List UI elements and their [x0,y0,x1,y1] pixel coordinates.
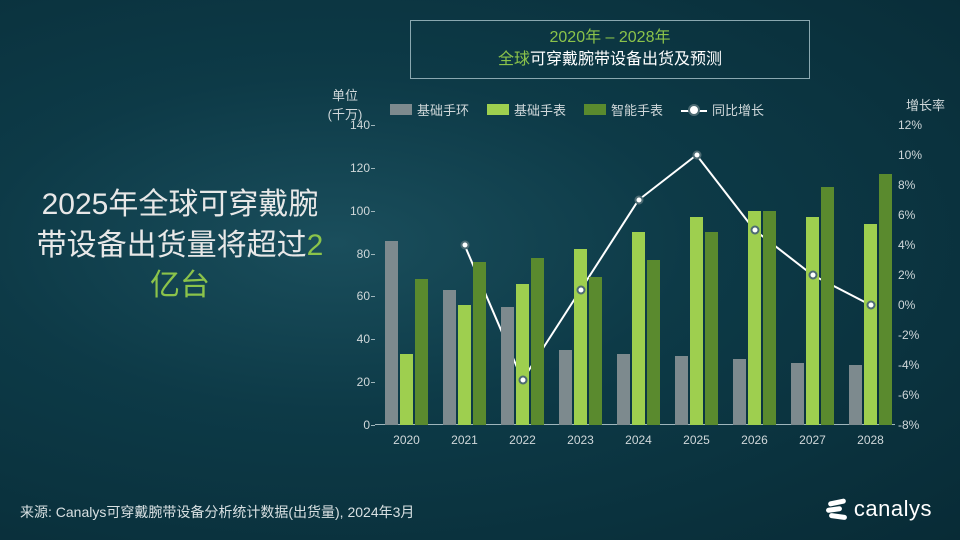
bar [806,217,819,425]
y-tick-left: 0 [340,418,370,432]
bar [864,224,877,425]
bar [647,260,660,425]
bar [501,307,514,425]
legend-item-series3: 智能手表 [584,100,663,119]
y-axis-right-label: 增长率 [906,95,945,114]
y-tick-left: 60 [340,289,370,303]
logo-mark-icon [826,498,848,520]
line-marker [866,301,875,310]
bar [574,249,587,425]
y-tick-right: -2% [898,328,930,342]
bar [516,284,529,425]
title-line2-accent: 全球 [498,51,530,68]
y-tick-right: 8% [898,178,930,192]
y-tick-right: -4% [898,358,930,372]
x-tick-label: 2025 [683,433,710,447]
legend: 基础手环 基础手表 智能手表 同比增长 [390,100,764,119]
line-marker [460,241,469,250]
legend-item-series2: 基础手表 [487,100,566,119]
bar [791,363,804,425]
bar [443,290,456,425]
logo-text: canalys [854,496,932,522]
bar [385,241,398,425]
chart: 单位 (千万) 增长率 基础手环 基础手表 智能手表 同比增长 02040608… [330,90,940,460]
x-tick-label: 2026 [741,433,768,447]
bar [559,350,572,425]
canalys-logo: canalys [826,496,932,522]
x-tick-label: 2028 [857,433,884,447]
line-marker [808,271,817,280]
bar [748,211,761,425]
legend-swatch-1 [390,104,412,115]
y-tick-left: 40 [340,332,370,346]
bar [531,258,544,425]
title-line2-rest: 可穿戴腕带设备出货及预测 [530,51,722,68]
y-tick-right: 2% [898,268,930,282]
x-tick-label: 2021 [451,433,478,447]
line-marker [518,376,527,385]
y-tick-right: 10% [898,148,930,162]
y-tick-left: 20 [340,375,370,389]
legend-line-icon [681,104,707,116]
title-box: 2020年 – 2028年 全球可穿戴腕带设备出货及预测 [410,20,810,79]
y-tick-right: 6% [898,208,930,222]
x-tick-label: 2027 [799,433,826,447]
bar [589,277,602,425]
bar [617,354,630,425]
line-marker [750,226,759,235]
bar [400,354,413,425]
bar [675,356,688,425]
bar [849,365,862,425]
y-tick-left: 120 [340,161,370,175]
bar [879,174,892,425]
bar [458,305,471,425]
y-tick-right: -6% [898,388,930,402]
x-tick-label: 2023 [567,433,594,447]
legend-item-series1: 基础手环 [390,100,469,119]
bar [415,279,428,425]
legend-swatch-3 [584,104,606,115]
y-tick-left: 100 [340,204,370,218]
y-tick-right: 4% [898,238,930,252]
legend-item-series4: 同比增长 [681,100,764,119]
bar [473,262,486,425]
source-text: 来源: Canalys可穿戴腕带设备分析统计数据(出货量), 2024年3月 [20,502,414,522]
y-tick-right: 0% [898,298,930,312]
headline: 2025年全球可穿戴腕带设备出货量将超过2亿台 [30,185,330,307]
y-tick-left: 140 [340,118,370,132]
y-tick-left: 80 [340,247,370,261]
bar [733,359,746,425]
plot-area: 020406080100120140-8%-6%-4%-2%0%2%4%6%8%… [375,125,895,425]
y-tick-right: 12% [898,118,930,132]
headline-main: 2025年全球可穿戴腕带设备出货量将超过 [37,188,319,262]
title-line2: 全球可穿戴腕带设备出货及预测 [423,49,797,71]
line-marker [576,286,585,295]
bar [690,217,703,425]
bar [705,232,718,425]
legend-swatch-2 [487,104,509,115]
line-marker [634,196,643,205]
bar [632,232,645,425]
y-tick-right: -8% [898,418,930,432]
x-tick-label: 2024 [625,433,652,447]
title-line1: 2020年 – 2028年 [423,27,797,49]
bar [821,187,834,425]
line-marker [692,151,701,160]
bar [763,211,776,425]
x-tick-label: 2020 [393,433,420,447]
x-tick-label: 2022 [509,433,536,447]
